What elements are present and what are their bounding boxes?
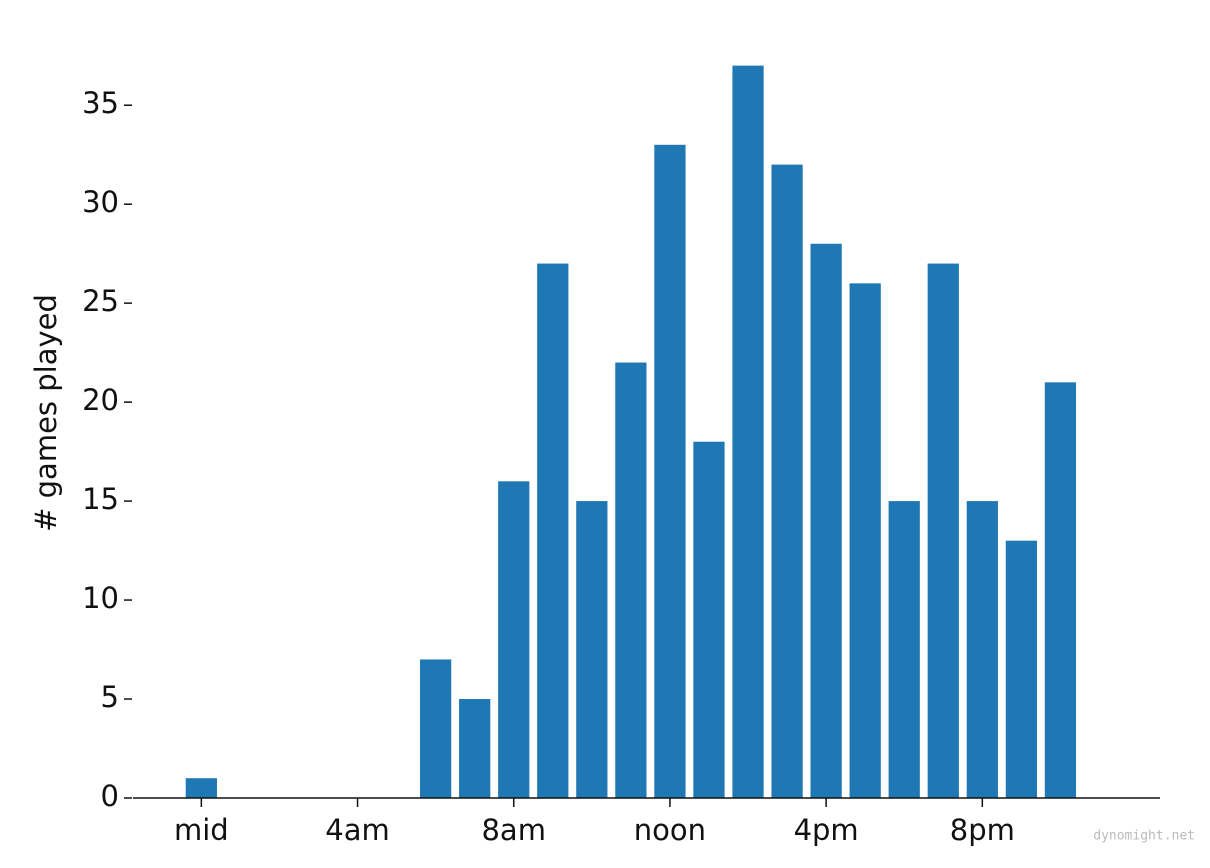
y-tick-label: 10 (82, 581, 119, 615)
bar (615, 362, 647, 798)
x-tick-label: 4pm (794, 813, 859, 847)
bar (576, 501, 608, 798)
bar (420, 659, 452, 798)
bar (459, 699, 491, 798)
x-tick-label: noon (634, 813, 706, 847)
bar (888, 501, 920, 798)
x-tick-label: 8pm (950, 813, 1015, 847)
x-tick-label: mid (174, 813, 229, 847)
y-tick-label: 30 (82, 185, 119, 219)
bar (927, 263, 959, 799)
bar (537, 263, 569, 799)
bar (810, 243, 842, 799)
y-tick-label: 35 (82, 86, 119, 120)
bar (849, 283, 881, 799)
y-tick-label: 20 (82, 383, 119, 417)
bar (966, 501, 998, 798)
bar (185, 778, 217, 798)
bar (498, 481, 530, 798)
bar (732, 65, 764, 799)
bar (693, 441, 725, 798)
bar (1005, 540, 1037, 798)
y-tick-label: 0 (101, 779, 119, 813)
y-tick-label: 5 (101, 680, 119, 714)
bar (771, 164, 803, 798)
x-tick-label: 4am (325, 813, 389, 847)
bar (1044, 382, 1077, 798)
y-tick-label: 15 (82, 482, 119, 516)
watermark: dynomight.net (1093, 829, 1195, 844)
y-axis-label: # games played (29, 294, 63, 532)
y-tick-label: 25 (82, 284, 119, 318)
x-tick-label: 8am (481, 813, 545, 847)
bar (654, 144, 686, 799)
